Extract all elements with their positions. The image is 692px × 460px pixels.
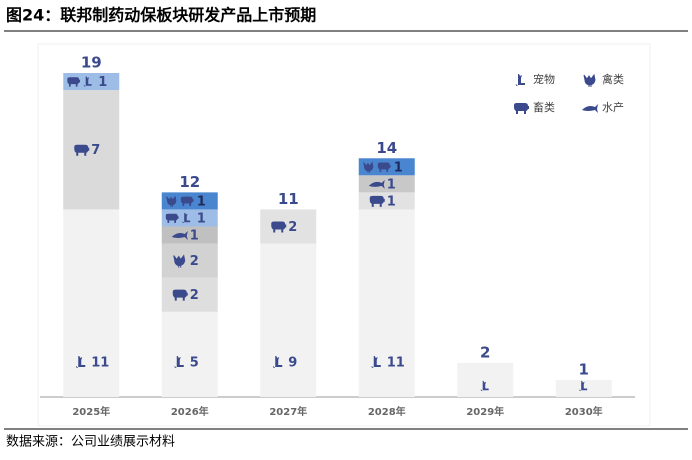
x-tick-label: 2029年 (466, 405, 504, 418)
bar-segment (161, 226, 218, 244)
icon (173, 254, 186, 268)
value-label: 1 (197, 211, 206, 226)
bar-segment (63, 90, 120, 210)
bar-segment (260, 243, 317, 397)
icon (514, 103, 529, 114)
legend-label: 水产 (602, 100, 624, 114)
bar-segment (161, 277, 218, 312)
bar-segment (555, 379, 612, 397)
legend-label: 畜类 (533, 100, 555, 114)
bar-segment (161, 311, 218, 397)
bar-segment (358, 175, 415, 193)
chart-title: 图24：联邦制药动保板块研发产品上市预期 (6, 6, 316, 25)
icon (67, 77, 81, 87)
value-label: 1 (190, 229, 199, 244)
icon-shape (174, 356, 184, 368)
icon (171, 231, 188, 240)
icon-shape (173, 254, 186, 268)
x-tick-label: 2025年 (72, 405, 110, 418)
bar-segment (260, 209, 317, 244)
icon-shape (363, 161, 374, 173)
icon-shape (166, 195, 177, 207)
total-label: 12 (179, 173, 200, 191)
icon-shape (368, 179, 385, 189)
icon (368, 179, 385, 189)
icon (369, 195, 385, 207)
bar-segment (63, 209, 120, 397)
icon-shape (377, 162, 391, 172)
icon (515, 74, 525, 86)
icon-shape (369, 195, 385, 207)
value-label: 5 (190, 356, 199, 371)
legend-label: 宠物 (533, 72, 555, 86)
icon (174, 356, 184, 368)
plot-frame (37, 43, 651, 427)
icon (165, 213, 179, 224)
icon-shape (271, 221, 287, 233)
icon (371, 356, 381, 368)
x-tick-label: 2030年 (565, 405, 603, 418)
icon (83, 76, 92, 87)
value-label: 11 (91, 356, 109, 371)
icon (166, 195, 177, 207)
value-label: 2 (288, 220, 297, 235)
icon-shape (514, 103, 529, 114)
x-tick-label: 2027年 (269, 405, 307, 418)
total-label: 14 (376, 139, 397, 157)
icon-shape (182, 212, 191, 224)
icon (377, 162, 391, 172)
icon (582, 104, 598, 113)
icon (180, 196, 194, 206)
icon-shape (582, 104, 598, 113)
icon (583, 73, 596, 87)
icon-shape (76, 356, 86, 368)
icon (363, 161, 374, 173)
icon-shape (171, 231, 188, 240)
total-label: 2 (480, 343, 490, 361)
value-label: 7 (91, 143, 100, 158)
total-label: 1 (579, 360, 589, 378)
value-label: 2 (190, 288, 199, 303)
icon-shape (83, 76, 92, 87)
icon (273, 356, 283, 368)
value-label: 1 (394, 160, 403, 175)
icon-shape (172, 289, 188, 301)
icon-shape (273, 356, 283, 368)
value-label: 9 (288, 356, 297, 371)
value-label: 2 (190, 254, 199, 269)
icon-shape (583, 73, 596, 87)
icon-shape (74, 144, 90, 156)
icon (182, 212, 191, 224)
source: 数据来源：公司业绩展示材料 (6, 435, 175, 450)
icon-shape (515, 74, 525, 86)
bar-segment (358, 209, 415, 397)
icon (76, 356, 86, 368)
value-label: 11 (387, 356, 405, 371)
bar-segment (457, 362, 514, 397)
x-tick-label: 2028年 (368, 405, 406, 418)
value-label: 1 (197, 194, 206, 209)
total-label: 11 (278, 190, 299, 208)
icon (172, 289, 188, 301)
icon (74, 144, 90, 156)
value-label: 1 (387, 177, 396, 192)
total-label: 19 (81, 54, 102, 72)
icon-shape (180, 196, 194, 206)
bar-segment (161, 243, 218, 278)
icon-shape (165, 213, 179, 224)
value-label: 1 (387, 194, 396, 209)
icon-shape (371, 356, 381, 368)
x-tick-label: 2026年 (171, 405, 209, 418)
value-label: 1 (98, 75, 107, 90)
legend-label: 禽类 (602, 72, 624, 86)
icon (271, 221, 287, 233)
icon-shape (67, 77, 81, 87)
